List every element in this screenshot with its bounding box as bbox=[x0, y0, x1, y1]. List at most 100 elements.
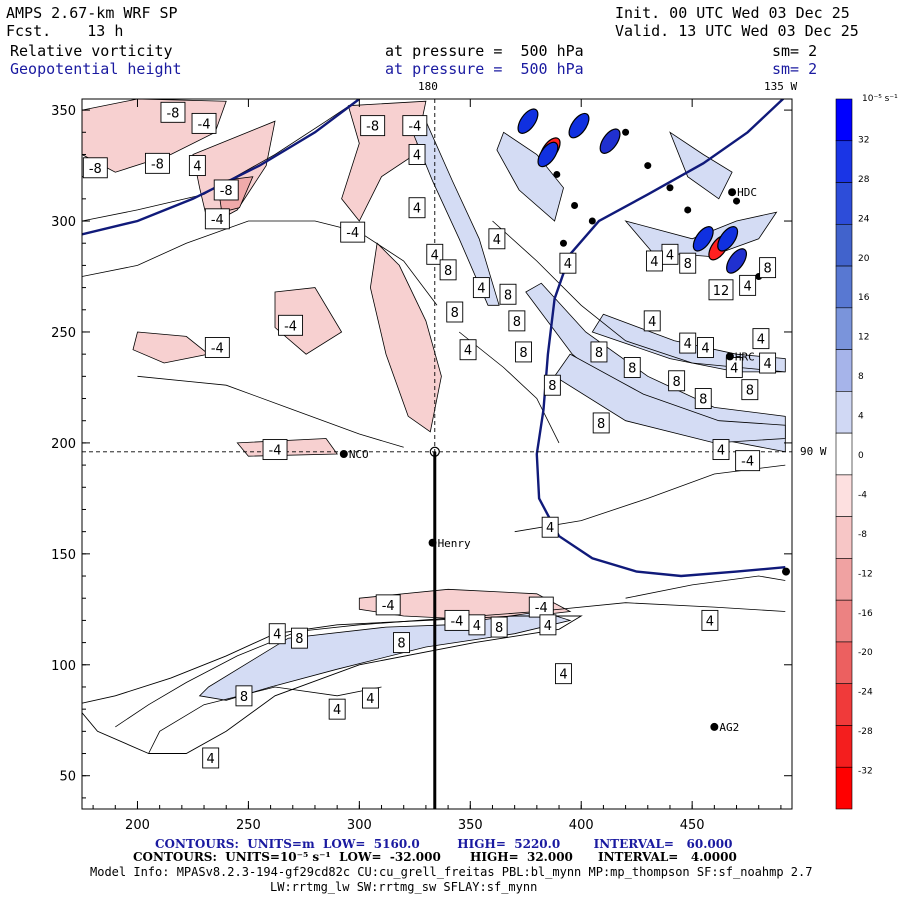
colorbar: 32 28 24 20 16 12 8 4 0 -4 -8 -12 -16 -20 -24 -28 -32 bbox=[835, 98, 873, 810]
contour-label-value: 4 bbox=[477, 282, 485, 297]
contour-label-box bbox=[278, 314, 304, 336]
footer-vorticity-contours: CONTOURS: UNITS=10⁻⁵ s⁻¹ LOW= -32.000 HI… bbox=[133, 850, 737, 864]
contour-label-box bbox=[643, 310, 661, 332]
contour-label-value: 8 bbox=[548, 379, 556, 394]
contour-label-value: -8 bbox=[220, 184, 233, 199]
station-marker bbox=[728, 188, 737, 197]
contour-label-box bbox=[360, 115, 386, 137]
station-marker bbox=[339, 450, 348, 458]
stations: NCO Henry HRC HDC AG2 bbox=[339, 186, 790, 734]
y-tick-label: 250 bbox=[51, 326, 76, 341]
contour-label-value: 4 bbox=[730, 361, 738, 376]
contour-label-value: -4 bbox=[211, 213, 224, 228]
colorbar-swatch bbox=[835, 641, 853, 685]
contour-label-value: -4 bbox=[269, 444, 282, 459]
colorbar-label: -20 bbox=[858, 648, 873, 658]
forecast-label: Fcst. 13 h bbox=[6, 22, 123, 40]
contour-label-box bbox=[739, 274, 757, 296]
contour-label-box bbox=[645, 250, 663, 272]
station-label: HRC bbox=[735, 350, 755, 363]
axes: 200 250 300 350 400 450 50 100 150 200 250 300 350 bbox=[51, 99, 792, 833]
contour-label-value: 8 bbox=[519, 346, 527, 361]
contour-label-box bbox=[515, 341, 532, 363]
contour-label-box bbox=[446, 301, 464, 323]
vorticity-area bbox=[198, 611, 572, 701]
station-label: Henry bbox=[438, 537, 471, 550]
x-tick-label: 300 bbox=[347, 818, 372, 833]
colorbar-swatch bbox=[835, 516, 853, 559]
lat-label-90w: 90 W bbox=[800, 445, 827, 458]
contour-label-value: 8 bbox=[763, 262, 771, 277]
contour-label-box bbox=[375, 594, 401, 616]
contour-label-value: 8 bbox=[746, 384, 754, 399]
y-tick-label: 300 bbox=[51, 215, 76, 230]
vorticity-area bbox=[407, 120, 500, 306]
vorticity-core bbox=[692, 226, 714, 252]
contour-label-value: -4 bbox=[408, 120, 421, 135]
contour-label-value: 4 bbox=[273, 628, 281, 643]
field1-smoothing: sm= 2 bbox=[772, 42, 818, 60]
colorbar-label: 8 bbox=[858, 372, 864, 382]
contour-label-value: 4 bbox=[366, 692, 374, 707]
vorticity-core bbox=[599, 128, 621, 154]
model-title: AMPS 2.67-km WRF SP bbox=[6, 4, 178, 22]
colorbar-label: 16 bbox=[858, 293, 870, 303]
y-tick-label: 350 bbox=[51, 104, 76, 119]
contour-label-box bbox=[82, 157, 108, 179]
colorbar-swatch bbox=[835, 391, 853, 434]
colorbar-swatch bbox=[835, 265, 853, 309]
contour-label-value: 8 bbox=[513, 315, 521, 330]
x-tick-label: 250 bbox=[236, 818, 261, 833]
contour-label-value: 4 bbox=[648, 315, 656, 330]
contour-label-value: -8 bbox=[89, 162, 102, 177]
vorticity-area bbox=[132, 331, 210, 364]
colorbar-swatch bbox=[835, 140, 853, 183]
contour-label-box bbox=[459, 339, 477, 361]
contour-label-box bbox=[262, 439, 288, 461]
contour-label-value: 4 bbox=[564, 257, 572, 272]
vorticity-area bbox=[554, 353, 786, 444]
contour-label-value: 8 bbox=[684, 257, 692, 272]
contour-label-value: 8 bbox=[451, 306, 459, 321]
contour-label-value: 4 bbox=[546, 521, 554, 536]
contour-label-box bbox=[468, 614, 486, 636]
contour-label-box bbox=[402, 115, 428, 137]
vorticity-core bbox=[717, 226, 739, 252]
colorbar-label: -16 bbox=[858, 609, 873, 619]
contour-label-box bbox=[759, 257, 777, 279]
vorticity-speck bbox=[622, 128, 630, 136]
vorticity-area bbox=[192, 120, 276, 227]
contour-label-value: -4 bbox=[346, 226, 359, 241]
contour-label-value: 4 bbox=[701, 342, 709, 357]
contour-label-value: 8 bbox=[240, 690, 248, 705]
contour-label-value: -4 bbox=[450, 614, 463, 629]
plot-frame bbox=[81, 98, 793, 810]
contour-label-box bbox=[759, 352, 777, 374]
contour-label-box bbox=[488, 228, 506, 250]
contour-label-box bbox=[144, 152, 170, 174]
colorbar-label: -4 bbox=[858, 490, 867, 500]
contour-label-box bbox=[472, 277, 490, 299]
x-tick-label: 400 bbox=[569, 818, 594, 833]
contour-label-value: 4 bbox=[413, 202, 421, 217]
vorticity-contour bbox=[115, 602, 786, 728]
footer-height-contours: CONTOURS: UNITS=m LOW= 5160.0 HIGH= 5220… bbox=[155, 837, 733, 851]
contour-label-value: 4 bbox=[544, 619, 552, 634]
contour-label-box bbox=[268, 623, 286, 645]
contour-label-box bbox=[290, 627, 308, 649]
lon-label-180: 180 bbox=[418, 80, 438, 93]
field1-level: at pressure = 500 hPa bbox=[385, 42, 584, 60]
contour-label-value: 4 bbox=[717, 444, 725, 459]
contour-label-box bbox=[592, 412, 610, 434]
colorbar-unit: 10⁻⁵ s⁻¹ bbox=[862, 94, 898, 104]
vorticity-speck bbox=[559, 239, 567, 247]
colorbar-swatch bbox=[835, 432, 853, 476]
field2-level: at pressure = 500 hPa bbox=[385, 60, 584, 78]
station-marker bbox=[725, 352, 734, 361]
colorbar-label: 12 bbox=[858, 333, 869, 343]
vorticity-area bbox=[274, 287, 343, 355]
contour-label-box bbox=[679, 252, 697, 274]
contour-label-value: 8 bbox=[595, 346, 603, 361]
station-marker bbox=[710, 722, 719, 731]
field2-smoothing: sm= 2 bbox=[772, 60, 818, 78]
